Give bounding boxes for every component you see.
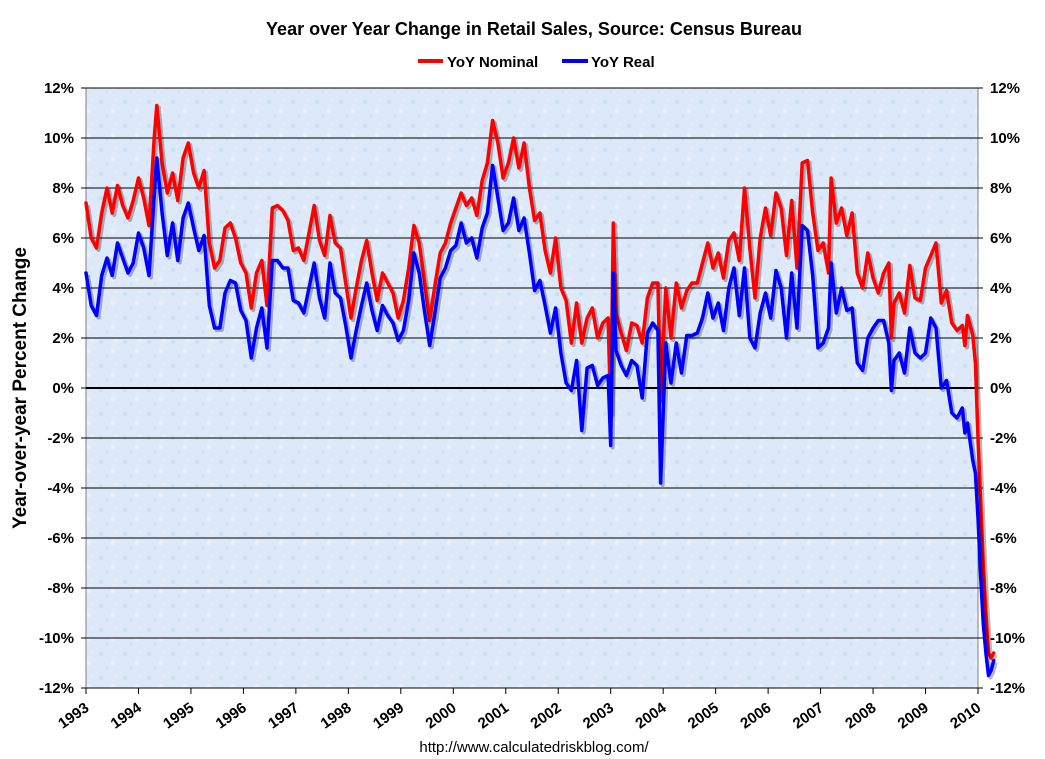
y-tick-label-right: -12%: [990, 680, 1025, 697]
y-tick-label-right: 10%: [990, 130, 1020, 147]
y-tick-label-right: -10%: [990, 630, 1025, 647]
legend: YoY Nominal YoY Real: [418, 54, 655, 71]
y-tick-label-right: 8%: [990, 180, 1012, 197]
x-tick-label: 1997: [265, 699, 302, 732]
y-tick-label-right: 4%: [990, 280, 1012, 297]
x-tick-label: 1996: [213, 699, 250, 732]
x-tick-label: 2010: [947, 699, 984, 732]
legend-label-nominal: YoY Nominal: [447, 54, 538, 71]
y-tick-label-left: 2%: [52, 330, 74, 347]
x-tick-label: 2001: [475, 699, 512, 732]
y-tick-label-right: 0%: [990, 380, 1012, 397]
x-tick-label: 2004: [632, 699, 670, 732]
y-tick-label-left: 0%: [52, 380, 74, 397]
y-tick-label-right: 6%: [990, 230, 1012, 247]
y-tick-label-left: 8%: [52, 180, 74, 197]
gridlines: [81, 87, 983, 689]
y-axis-left-labels: 12% 10% 8% 6% 4% 2% 0% -2% -4% -6% -8% -10% -12%: [39, 80, 74, 697]
x-tick-label: 1994: [108, 699, 146, 732]
y-tick-label-left: 12%: [44, 80, 74, 97]
x-tick-label: 1999: [370, 699, 407, 732]
y-tick-label-left: -4%: [47, 480, 74, 497]
x-tick-label: 2006: [737, 699, 774, 732]
x-tick-label: 2002: [527, 699, 564, 732]
source-url: http://www.calculatedriskblog.com/: [419, 739, 649, 756]
y-tick-label-left: -6%: [47, 530, 74, 547]
series-line-real: [84, 156, 996, 678]
y-tick-label-right: -2%: [990, 430, 1017, 447]
series-line-nominal: [84, 103, 996, 660]
y-tick-label-right: 12%: [990, 80, 1020, 97]
series-lines: [84, 103, 998, 680]
y-tick-label-right: -6%: [990, 530, 1017, 547]
x-tick-label: 1998: [318, 699, 355, 732]
chart-title: Year over Year Change in Retail Sales, S…: [266, 19, 802, 39]
x-tick-label: 1995: [160, 699, 197, 732]
y-tick-label-left: -12%: [39, 680, 74, 697]
x-tick-label: 2003: [580, 699, 617, 732]
y-tick-label-right: -4%: [990, 480, 1017, 497]
y-axis-right-labels: 12% 10% 8% 6% 4% 2% 0% -2% -4% -6% -8% -10% -12%: [990, 80, 1025, 697]
y-tick-label-left: 6%: [52, 230, 74, 247]
x-tick-label: 2000: [422, 699, 459, 732]
x-tick-label: 2005: [685, 699, 722, 732]
x-axis-labels: 1993 1994 1995 1996 1997 1998 1999 2000 2001 2002…: [55, 688, 984, 732]
y-tick-label-left: -8%: [47, 580, 74, 597]
y-tick-label-right: 2%: [990, 330, 1012, 347]
x-tick-label: 2007: [790, 699, 827, 732]
y-axis-title: Year-over-year Percent Change: [10, 247, 31, 529]
y-tick-label-left: -2%: [47, 430, 74, 447]
legend-label-real: YoY Real: [591, 54, 655, 71]
y-tick-label-left: 10%: [44, 130, 74, 147]
x-tick-label: 1993: [55, 699, 92, 732]
x-tick-label: 2008: [842, 699, 879, 732]
y-tick-label-left: 4%: [52, 280, 74, 297]
y-tick-label-right: -8%: [990, 580, 1017, 597]
y-tick-label-left: -10%: [39, 630, 74, 647]
x-tick-label: 2009: [895, 699, 932, 732]
